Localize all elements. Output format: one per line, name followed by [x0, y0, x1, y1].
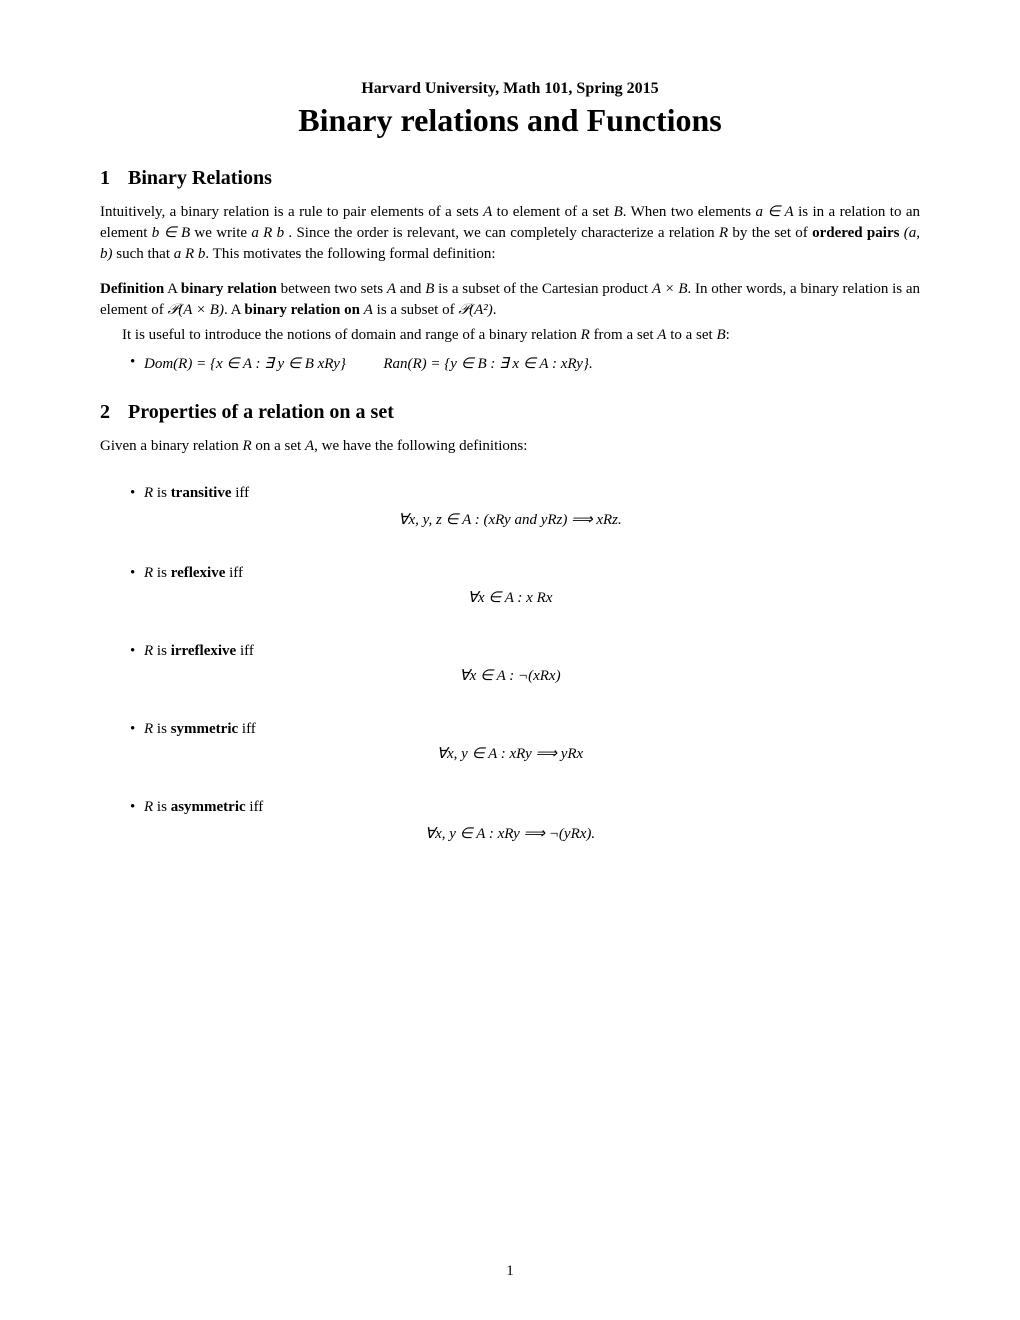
prop-symmetric: R is symmetric iff [130, 721, 920, 738]
bold-asymmetric: asymmetric [171, 799, 246, 815]
text: to element of a set [492, 204, 613, 220]
text: Given a binary relation [100, 438, 242, 454]
section-1-title: Binary Relations [128, 167, 272, 189]
text: is [153, 799, 171, 815]
section-1-number: 1 [100, 167, 110, 190]
text: is [153, 565, 171, 581]
math-R: R [581, 327, 590, 343]
text: by the set of [728, 225, 812, 241]
prop-irreflexive: R is irreflexive iff [130, 643, 920, 660]
math-A: A [387, 281, 396, 297]
bold-binary-relation: binary relation [181, 281, 277, 297]
text: from a set [590, 327, 657, 343]
definition-paragraph: Definition A binary relation between two… [100, 279, 920, 321]
math-AxB: A × B [652, 281, 688, 297]
formula-irreflexive: ∀x ∈ A : ¬(xRx) [100, 666, 920, 685]
text: . When two elements [623, 204, 756, 220]
domain-range-bullet: Dom(R) = {x ∈ A : ∃ y ∈ B xRy} Ran(R) = … [130, 354, 920, 373]
prop-asymmetric: R is asymmetric iff [130, 799, 920, 816]
text: iff [225, 565, 243, 581]
text: iff [238, 721, 256, 737]
formula-reflexive: ∀x ∈ A : x Rx [100, 588, 920, 607]
math-R: R [144, 643, 153, 659]
domain-formula: Dom(R) = {x ∈ A : ∃ y ∈ B xRy} [144, 356, 346, 372]
bold-symmetric: symmetric [171, 721, 238, 737]
text: Intuitively, a binary relation is a rule… [100, 204, 483, 220]
text: on a set [252, 438, 305, 454]
math-aRb: a R b [251, 225, 284, 241]
prop-transitive: R is transitive iff [130, 485, 920, 502]
section-2-intro: Given a binary relation R on a set A, we… [100, 436, 920, 457]
document-page: Harvard University, Math 101, Spring 201… [0, 0, 1020, 1320]
intro-paragraph: Intuitively, a binary relation is a rule… [100, 202, 920, 265]
range-formula: Ran(R) = {y ∈ B : ∃ x ∈ A : xRy}. [383, 356, 592, 372]
text: . This motivates the following formal de… [205, 246, 495, 262]
text: iff [232, 485, 250, 501]
bold-binary-relation-on: binary relation on [244, 302, 360, 318]
math-R: R [144, 799, 153, 815]
math-R: R [719, 225, 728, 241]
math-B: B [614, 204, 623, 220]
math-A: A [364, 302, 373, 318]
text: , we have the following definitions: [314, 438, 527, 454]
math-PAB: 𝒫(A × B) [167, 302, 223, 318]
formula-symmetric: ∀x, y ∈ A : xRy ⟹ yRx [100, 744, 920, 763]
text: to a set [666, 327, 716, 343]
math-aRb2: a R b [174, 246, 206, 262]
text: . A [224, 302, 244, 318]
math-R: R [144, 721, 153, 737]
text: A [164, 281, 181, 297]
math-b-in-B: b ∈ B [152, 225, 190, 241]
math-R: R [242, 438, 251, 454]
text: is [153, 643, 171, 659]
math-PA2: 𝒫(A²) [458, 302, 492, 318]
useful-paragraph: It is useful to introduce the notions of… [100, 325, 920, 346]
text: we write [190, 225, 251, 241]
math-A: A [483, 204, 492, 220]
text: between two sets [277, 281, 387, 297]
math-B: B [716, 327, 725, 343]
text: is a subset of the Cartesian product [434, 281, 651, 297]
math-R: R [144, 485, 153, 501]
text: iff [246, 799, 264, 815]
math-R: R [144, 565, 153, 581]
section-2-heading: 2 Properties of a relation on a set [100, 401, 920, 424]
text: . [493, 302, 497, 318]
text: iff [236, 643, 254, 659]
math-a-in-A: a ∈ A [755, 204, 793, 220]
section-2-title: Properties of a relation on a set [128, 401, 394, 423]
text: is [153, 721, 171, 737]
math-A: A [305, 438, 314, 454]
math-B: B [425, 281, 434, 297]
section-1-heading: 1 Binary Relations [100, 167, 920, 190]
bold-transitive: transitive [171, 485, 232, 501]
main-title: Binary relations and Functions [100, 102, 920, 139]
text: and [396, 281, 425, 297]
text: is a subset of [373, 302, 458, 318]
formula-transitive: ∀x, y, z ∈ A : (xRy and yRz) ⟹ xRz. [100, 510, 920, 529]
definition-label: Definition [100, 281, 164, 297]
bold-irreflexive: irreflexive [171, 643, 237, 659]
course-header: Harvard University, Math 101, Spring 201… [100, 80, 920, 98]
text: . Since the order is relevant, we can co… [284, 225, 719, 241]
text: It is useful to introduce the notions of… [122, 327, 581, 343]
prop-reflexive: R is reflexive iff [130, 565, 920, 582]
section-2-number: 2 [100, 401, 110, 424]
formula-asymmetric: ∀x, y ∈ A : xRy ⟹ ¬(yRx). [100, 824, 920, 843]
page-number: 1 [0, 1263, 1020, 1280]
bold-ordered-pairs: ordered pairs [812, 225, 899, 241]
bold-reflexive: reflexive [171, 565, 226, 581]
text: : [726, 327, 730, 343]
text: is [153, 485, 171, 501]
text: such that [113, 246, 174, 262]
